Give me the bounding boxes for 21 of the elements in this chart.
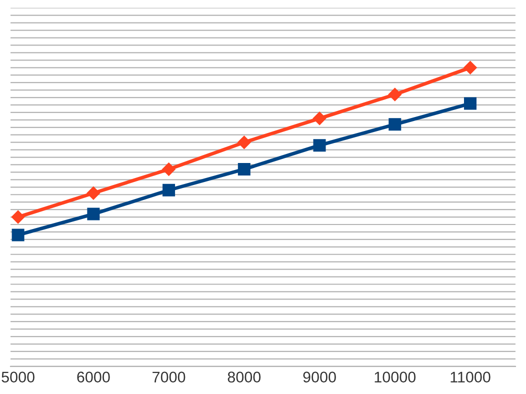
point — [464, 61, 477, 74]
x-tick-label: 6000 — [77, 372, 110, 383]
point — [313, 139, 326, 152]
point — [312, 112, 326, 126]
point — [162, 162, 176, 176]
point — [87, 208, 100, 220]
point — [86, 186, 100, 200]
x-tick-label: 8000 — [228, 372, 261, 383]
point — [12, 228, 24, 242]
point — [11, 210, 25, 224]
x-tick-label: 5000 — [2, 372, 34, 383]
x-tick-label: 11000 — [450, 372, 490, 383]
point — [464, 97, 477, 110]
x-tick-label: 7000 — [152, 372, 186, 383]
point — [388, 88, 402, 102]
point — [238, 136, 251, 149]
x-tick-label: 9000 — [303, 372, 336, 383]
point — [162, 184, 176, 196]
point — [388, 118, 402, 131]
x-tick-label: 10000 — [374, 372, 416, 383]
point — [238, 162, 250, 176]
